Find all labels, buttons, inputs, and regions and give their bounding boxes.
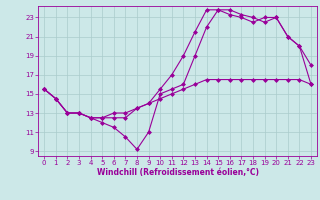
X-axis label: Windchill (Refroidissement éolien,°C): Windchill (Refroidissement éolien,°C): [97, 168, 259, 177]
